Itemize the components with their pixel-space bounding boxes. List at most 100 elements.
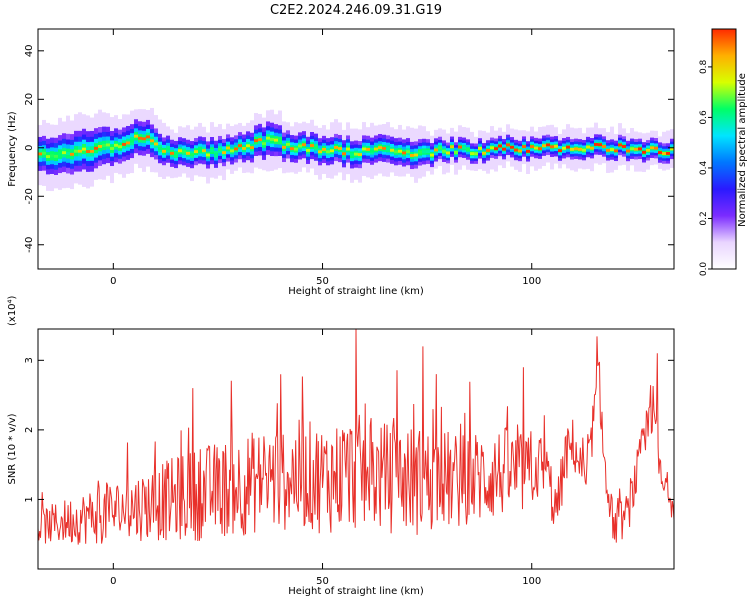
spectrogram-cell (362, 147, 366, 151)
spectrogram-cell (102, 143, 106, 147)
spectrogram-cell (238, 144, 242, 148)
spectrogram-cell (522, 145, 526, 149)
spectrogram-cell (590, 146, 594, 150)
colorbar-ticks: 0.0 0.2 0.4 0.6 0.8 (699, 59, 712, 276)
snr-series-line (38, 329, 674, 545)
spectrogram-cell (378, 146, 382, 150)
spectrogram-cell (514, 148, 518, 152)
spectrogram-cell (50, 154, 54, 158)
spectrogram-cell (274, 138, 278, 142)
spectrogram-cell (290, 147, 294, 151)
spectrogram-cell (634, 147, 638, 151)
spectrogram-cell (598, 143, 602, 147)
spectrogram-cell (262, 142, 266, 146)
x-tick-label: 100 (522, 276, 541, 287)
spectrogram-cell (110, 147, 114, 150)
spectrogram-cell (422, 150, 426, 154)
spectrogram-cell (638, 147, 642, 151)
spectrogram-frame (37, 28, 675, 270)
spectrogram-cell (630, 147, 634, 151)
spectrogram-cell (602, 145, 606, 148)
spectrogram-cell (530, 145, 534, 149)
spectrogram-cell (250, 146, 254, 150)
snr-scale-note: (x10⁴) (7, 295, 18, 326)
spectrogram-cell (490, 146, 494, 150)
spectrogram-cell (518, 149, 522, 153)
spectrogram-cell (402, 151, 406, 155)
x-tick-label: 0 (110, 276, 116, 287)
x-tick-label: 50 (316, 576, 329, 587)
spectrogram-cell (94, 146, 98, 150)
spectrogram-cell (254, 139, 258, 143)
spectrogram-cell (282, 145, 286, 149)
spectrogram-cell (434, 148, 438, 152)
y-tick-label: 3 (24, 357, 35, 363)
spectrogram-cell (354, 152, 358, 156)
spectrogram-cell (546, 143, 550, 147)
spectrogram-cell (466, 148, 470, 151)
spectrogram-cell (74, 149, 78, 153)
spectrogram-x-label: Height of straight line (km) (288, 286, 424, 297)
y-tick-label: 40 (24, 44, 35, 57)
spectrogram-cell (134, 134, 138, 138)
spectrogram-cell (502, 147, 506, 151)
spectrogram-cell (338, 147, 342, 150)
spectrogram-cell (494, 147, 498, 151)
spectrogram-cell (550, 145, 554, 149)
colorbar-tick-label: 0.2 (699, 211, 709, 225)
spectrogram-cell (370, 149, 374, 153)
spectrogram-cell (418, 150, 422, 154)
spectrogram-x-axis: 0 50 100 (110, 29, 541, 287)
spectrogram-cell (190, 153, 194, 157)
spectrogram-cell (334, 146, 338, 149)
spectrogram-cell (154, 142, 158, 146)
spectrogram-cell (446, 151, 450, 155)
spectrogram-cell (578, 147, 582, 151)
spectrogram-cell (542, 144, 546, 148)
snr-x-label: Height of straight line (km) (288, 586, 424, 597)
spectrogram-cell (622, 145, 626, 148)
spectrogram-cell (342, 152, 346, 156)
spectrogram-cell (462, 146, 466, 150)
spectrogram-cell (114, 143, 118, 147)
spectrogram-cell (70, 152, 74, 156)
spectrogram-heatmap (38, 107, 674, 192)
y-tick-label: -40 (24, 237, 35, 253)
spectrogram-cell (198, 148, 202, 152)
spectrogram-cell (526, 149, 530, 153)
spectrogram-cell (210, 149, 214, 153)
spectrogram-cell (218, 148, 222, 151)
spectrogram-cell (66, 152, 70, 156)
spectrogram-cell (438, 146, 442, 150)
spectrogram-cell (46, 155, 50, 159)
spectrogram-cell (310, 144, 314, 148)
y-tick-label: 2 (24, 427, 35, 433)
spectrogram-cell (194, 150, 198, 154)
spectrogram-cell (618, 143, 622, 147)
spectrogram-cell (486, 148, 490, 152)
spectrogram-cell (498, 144, 502, 148)
spectrogram-cell (82, 147, 86, 151)
spectrogram-cell (454, 150, 458, 154)
spectrogram-cell (626, 149, 630, 153)
spectrogram-cell (470, 152, 474, 156)
spectrogram-cell (554, 144, 558, 148)
spectrogram-cell (586, 145, 590, 149)
spectrogram-cell (386, 147, 390, 151)
spectrogram-cell (566, 145, 570, 149)
colorbar-strip (712, 29, 736, 269)
spectrogram-y-label: Frequency (Hz) (7, 111, 18, 187)
spectrogram-cell (510, 145, 514, 149)
snr-x-axis: 0 50 100 (110, 329, 541, 587)
spectrogram-cell (538, 147, 542, 151)
spectrogram-cell (202, 149, 206, 153)
spectrogram-cell (406, 150, 410, 154)
spectrogram-cell (302, 143, 306, 147)
spectrogram-cell (394, 150, 398, 154)
spectrogram-cell (382, 146, 386, 150)
spectrogram-cell (294, 147, 298, 151)
spectrogram-cell (358, 153, 362, 157)
spectrogram-cell (426, 150, 430, 154)
spectrogram-cell (366, 147, 370, 151)
